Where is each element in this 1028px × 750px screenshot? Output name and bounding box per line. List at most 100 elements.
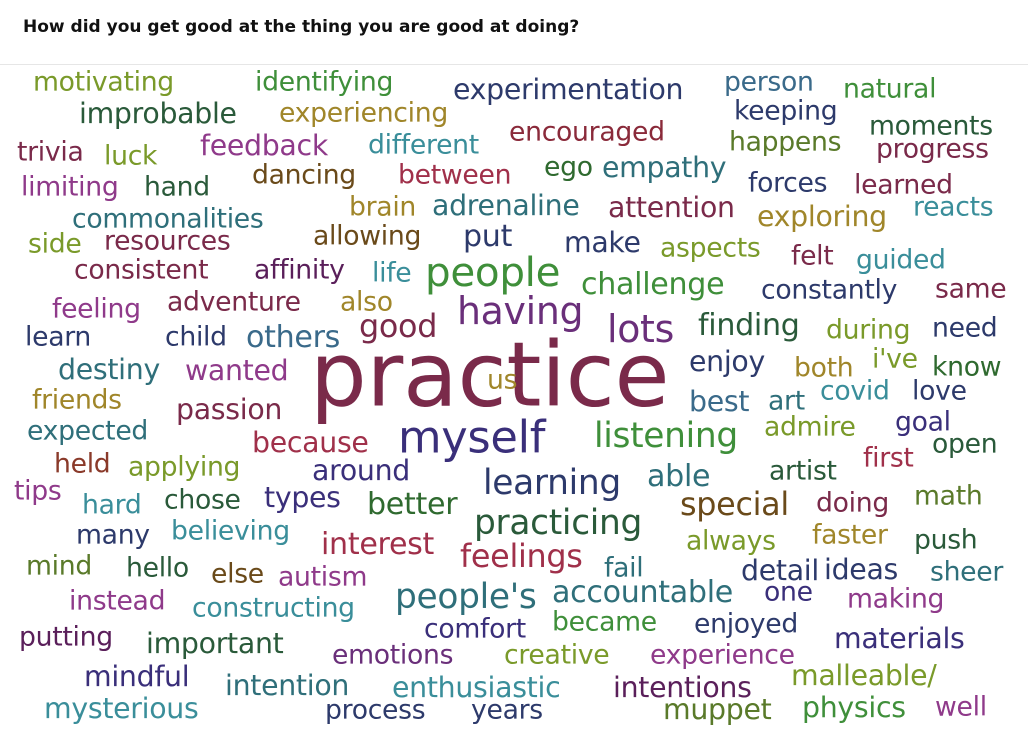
cloud-word: child [165, 321, 227, 353]
cloud-word: ego [544, 151, 593, 183]
cloud-word: intention [225, 668, 350, 702]
cloud-word: hand [144, 171, 210, 203]
cloud-word: push [914, 524, 978, 556]
cloud-word: always [686, 525, 776, 557]
cloud-word: exploring [757, 199, 887, 233]
cloud-word: comfort [424, 613, 526, 645]
cloud-word: adrenaline [432, 188, 580, 222]
cloud-word: accountable [552, 574, 734, 610]
cloud-word: allowing [313, 220, 422, 252]
cloud-word: hard [82, 489, 142, 521]
cloud-word: myself [398, 410, 546, 464]
cloud-word: during [826, 314, 911, 346]
cloud-word: applying [128, 451, 241, 483]
cloud-word: good [359, 307, 438, 346]
cloud-word: feelings [460, 537, 583, 576]
cloud-word: enjoyed [694, 608, 799, 640]
cloud-word: enthusiastic [392, 670, 561, 704]
cloud-word: enjoy [689, 344, 765, 378]
cloud-word: making [847, 583, 945, 615]
cloud-word: covid [820, 375, 890, 407]
cloud-word: learning [483, 462, 621, 503]
cloud-word: important [146, 626, 284, 660]
cloud-word: became [552, 606, 657, 638]
cloud-word: destiny [58, 352, 160, 386]
cloud-word: natural [843, 73, 937, 105]
cloud-word: empathy [602, 150, 727, 184]
cloud-word: experiencing [279, 97, 448, 129]
cloud-word: brain [349, 191, 417, 223]
cloud-word: faster [812, 519, 888, 551]
cloud-word: process [325, 694, 426, 726]
cloud-word: trivia [17, 136, 84, 168]
cloud-word: believing [171, 515, 290, 547]
cloud-word: same [935, 273, 1007, 305]
cloud-word: keeping [734, 95, 838, 127]
cloud-word: limiting [21, 171, 119, 203]
cloud-word: passion [176, 392, 283, 426]
cloud-word: years [471, 694, 543, 726]
cloud-word: feeling [52, 293, 141, 325]
cloud-word: aspects [660, 232, 761, 264]
cloud-word: able [647, 458, 711, 494]
cloud-word: mindful [84, 659, 190, 693]
cloud-word: doing [816, 487, 889, 519]
cloud-word: learned [854, 169, 953, 201]
cloud-word: also [340, 286, 393, 318]
cloud-word: finding [698, 307, 800, 343]
cloud-word: life [372, 257, 412, 289]
cloud-word: instead [69, 585, 166, 617]
cloud-word: chose [164, 484, 241, 516]
cloud-word: dancing [252, 159, 356, 191]
cloud-word: well [935, 691, 987, 723]
cloud-word: between [398, 159, 512, 191]
cloud-word: need [932, 312, 998, 344]
cloud-word: tips [14, 475, 62, 507]
cloud-word: motivating [33, 66, 174, 98]
cloud-word: first [863, 442, 914, 474]
cloud-word: happens [729, 126, 842, 158]
cloud-word: love [912, 375, 967, 407]
cloud-word: commonalities [72, 203, 264, 235]
cloud-word: intentions [613, 670, 752, 704]
cloud-word: put [463, 218, 513, 254]
cloud-word: artist [769, 455, 837, 487]
cloud-word: practice [310, 323, 670, 428]
cloud-word: lots [607, 307, 674, 352]
cloud-word: feedback [200, 128, 328, 162]
cloud-word: mysterious [44, 691, 199, 725]
cloud-word: autism [278, 561, 368, 593]
cloud-word: guided [856, 244, 946, 276]
cloud-word: goal [895, 406, 951, 438]
cloud-word: identifying [255, 66, 394, 98]
cloud-word: art [768, 385, 805, 417]
cloud-word: detail [741, 553, 819, 587]
cloud-word: many [76, 519, 150, 551]
cloud-word: reacts [913, 191, 994, 223]
cloud-word: forces [748, 167, 828, 199]
cloud-word: better [367, 486, 458, 522]
question-header: How did you get good at the thing you ar… [0, 0, 1028, 65]
cloud-word: mind [26, 550, 92, 582]
cloud-word: constantly [761, 274, 898, 306]
cloud-word: resources [104, 225, 231, 257]
cloud-word: one [764, 576, 813, 608]
cloud-word: admire [764, 411, 856, 443]
cloud-word: practicing [474, 502, 643, 543]
cloud-word: creative [504, 639, 610, 671]
cloud-word: others [246, 319, 341, 355]
cloud-word: held [54, 448, 111, 480]
cloud-word: different [368, 129, 479, 161]
cloud-word: us [487, 364, 518, 396]
cloud-word: around [312, 453, 410, 487]
cloud-word: people [425, 247, 561, 296]
cloud-word: learn [25, 321, 92, 353]
cloud-word: moments [869, 110, 993, 142]
cloud-word: types [264, 480, 341, 514]
cloud-word: because [252, 425, 369, 459]
cloud-word: materials [834, 621, 965, 655]
cloud-word: improbable [79, 96, 237, 130]
cloud-word: expected [27, 415, 149, 447]
cloud-word: friends [32, 384, 122, 416]
cloud-word: interest [321, 526, 435, 562]
